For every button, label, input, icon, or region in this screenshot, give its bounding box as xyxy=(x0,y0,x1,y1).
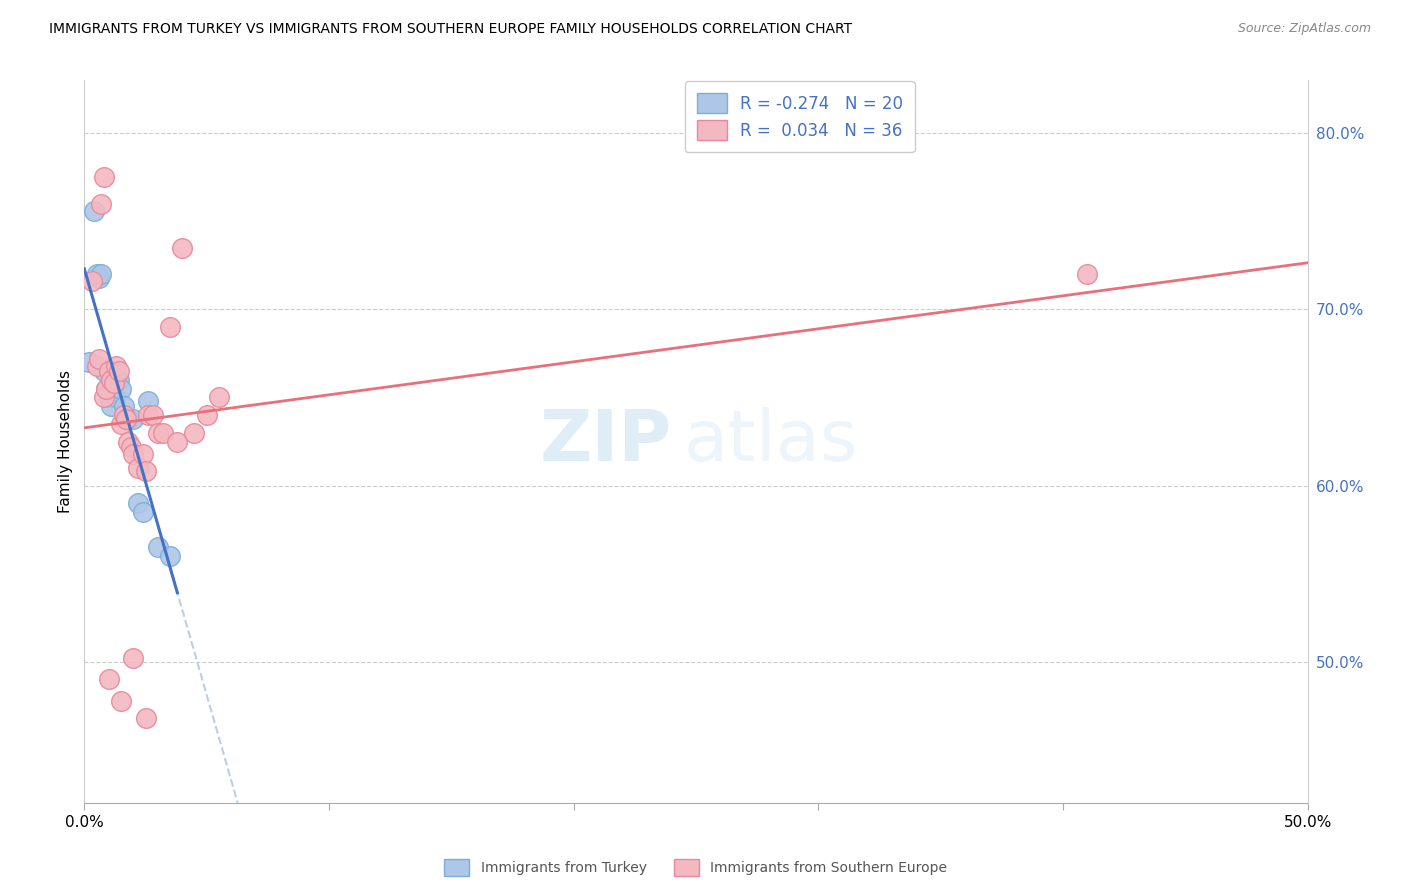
Point xyxy=(146,425,169,440)
Point xyxy=(127,461,149,475)
Point xyxy=(97,673,120,687)
Point xyxy=(117,411,139,425)
Point xyxy=(159,549,181,563)
Point xyxy=(105,359,128,373)
Text: ZIP: ZIP xyxy=(540,407,672,476)
Point xyxy=(146,541,169,555)
Point xyxy=(112,408,135,422)
Point xyxy=(142,408,165,422)
Point xyxy=(86,359,108,373)
Point xyxy=(86,267,108,281)
Point xyxy=(166,434,188,449)
Legend: Immigrants from Turkey, Immigrants from Southern Europe: Immigrants from Turkey, Immigrants from … xyxy=(437,852,955,882)
Point xyxy=(105,391,128,405)
Point xyxy=(172,241,194,255)
Point xyxy=(96,382,118,396)
Point xyxy=(93,170,115,185)
Point xyxy=(87,270,110,285)
Point xyxy=(93,391,115,405)
Point xyxy=(107,373,129,387)
Point xyxy=(152,425,174,440)
Point xyxy=(122,651,145,665)
Point xyxy=(132,505,155,519)
Point xyxy=(97,391,120,405)
Point xyxy=(90,267,112,281)
Point xyxy=(110,382,132,396)
Y-axis label: Family Households: Family Households xyxy=(58,370,73,513)
Point xyxy=(93,364,115,378)
Point xyxy=(97,364,120,378)
Point xyxy=(1076,267,1098,281)
Point xyxy=(132,447,155,461)
Point xyxy=(120,440,142,454)
Point xyxy=(103,376,125,391)
Point xyxy=(195,408,218,422)
Point xyxy=(90,196,112,211)
Point xyxy=(83,203,105,218)
Point xyxy=(122,411,145,425)
Point xyxy=(110,693,132,707)
Point xyxy=(135,465,157,479)
Point xyxy=(77,355,100,369)
Point xyxy=(100,373,122,387)
Point xyxy=(136,394,159,409)
Point xyxy=(110,417,132,431)
Point xyxy=(107,364,129,378)
Text: IMMIGRANTS FROM TURKEY VS IMMIGRANTS FROM SOUTHERN EUROPE FAMILY HOUSEHOLDS CORR: IMMIGRANTS FROM TURKEY VS IMMIGRANTS FRO… xyxy=(49,22,852,37)
Point xyxy=(112,399,135,413)
Point xyxy=(136,408,159,422)
Point xyxy=(208,391,231,405)
Text: atlas: atlas xyxy=(683,407,858,476)
Point xyxy=(122,447,145,461)
Text: Source: ZipAtlas.com: Source: ZipAtlas.com xyxy=(1237,22,1371,36)
Point xyxy=(127,496,149,510)
Point xyxy=(87,351,110,366)
Point xyxy=(96,382,118,396)
Point xyxy=(135,711,157,725)
Point xyxy=(183,425,205,440)
Point xyxy=(80,274,103,288)
Point xyxy=(159,320,181,334)
Point xyxy=(115,411,138,425)
Point xyxy=(117,434,139,449)
Point xyxy=(100,399,122,413)
